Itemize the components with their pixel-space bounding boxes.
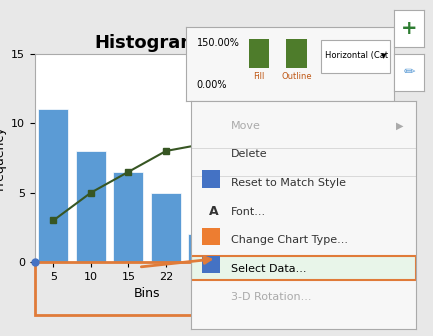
Text: Change Chart Type...: Change Chart Type...	[231, 235, 348, 245]
Bar	[191, 256, 416, 280]
Text: 0.00%: 0.00%	[197, 80, 227, 89]
Text: Outline: Outline	[281, 72, 312, 81]
Text: Delete: Delete	[231, 150, 268, 160]
Bar	[286, 39, 307, 68]
Bar	[321, 40, 390, 73]
Bar	[202, 227, 220, 245]
Text: ✏: ✏	[404, 65, 415, 79]
X-axis label: Bins: Bins	[134, 287, 161, 300]
Bar	[76, 151, 106, 262]
Bar	[226, 207, 256, 262]
Y-axis label: Frequency: Frequency	[0, 126, 5, 190]
Bar	[151, 193, 181, 262]
Bar	[202, 256, 220, 273]
Text: +: +	[401, 19, 417, 38]
Text: 150.00%: 150.00%	[197, 38, 239, 48]
Text: ▼: ▼	[381, 53, 386, 59]
Bar	[35, 262, 260, 315]
Text: 3-D Rotation...: 3-D Rotation...	[231, 292, 312, 302]
Title: Histogram: Histogram	[95, 34, 200, 52]
Text: A: A	[209, 205, 218, 218]
Text: Horizontal (Cat: Horizontal (Cat	[326, 51, 388, 60]
Text: Move: Move	[231, 121, 261, 131]
Text: Reset to Match Style: Reset to Match Style	[231, 178, 346, 188]
Bar	[202, 170, 220, 187]
Text: Select Data...: Select Data...	[231, 264, 307, 274]
Bar	[249, 39, 269, 68]
Bar	[188, 234, 219, 262]
Bar	[113, 172, 143, 262]
Text: Font...: Font...	[231, 207, 266, 217]
Bar	[39, 109, 68, 262]
Text: ▶: ▶	[396, 121, 404, 131]
Text: Fill: Fill	[253, 72, 265, 81]
